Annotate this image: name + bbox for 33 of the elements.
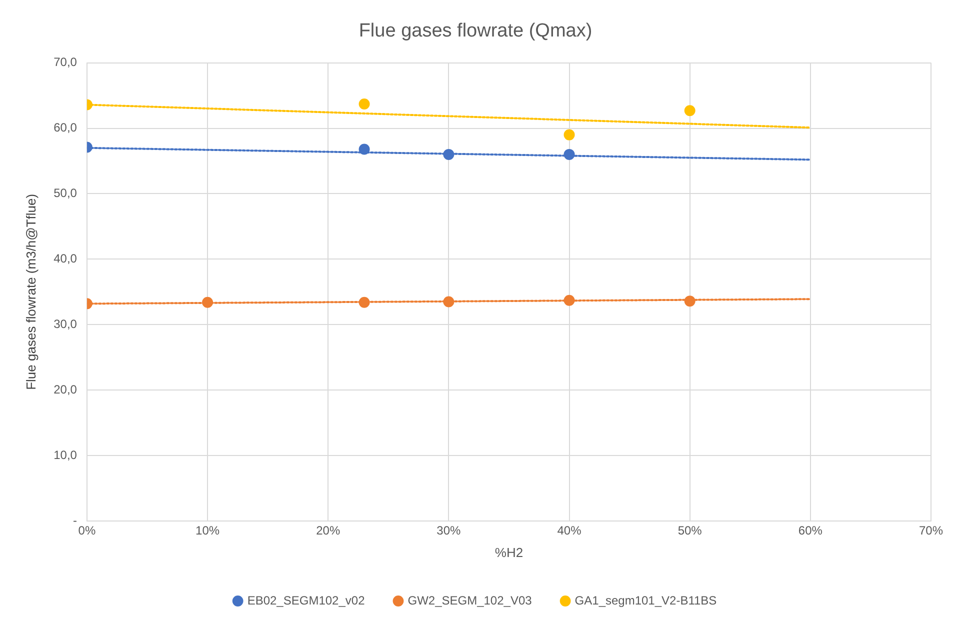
x-tick-label: 40%: [557, 524, 582, 538]
y-tick-label: 20,0: [54, 382, 78, 396]
point: [358, 98, 370, 110]
x-tick-label: 30%: [436, 524, 462, 538]
point: [443, 148, 454, 160]
point: [684, 296, 696, 307]
y-tick-label: 70,0: [54, 55, 78, 70]
x-axis-title: %H2: [494, 544, 524, 560]
legend-label: GA1_segm101_V2-B11BS: [574, 593, 717, 608]
y-tick-label: 40,0: [54, 251, 78, 266]
x-tick-label: 0%: [78, 524, 96, 538]
x-tick-label: 10%: [196, 524, 220, 538]
y-tick-label: 10,0: [54, 448, 78, 462]
y-tick-label: -: [72, 513, 77, 528]
point: [564, 148, 575, 160]
x-tick-label: 50%: [678, 524, 702, 538]
point: [202, 296, 214, 308]
y-tick-label: 60,0: [54, 120, 78, 135]
point: [564, 129, 575, 140]
y-tick-label: 30,0: [54, 316, 78, 331]
point: [358, 296, 370, 308]
y-axis-title: Flue gases flowrate (m3/h@Tflue): [23, 194, 38, 390]
chart-title: Flue gases flowrate (Qmax): [358, 20, 592, 42]
legend-label: EB02_SEGM102_v02: [247, 593, 366, 608]
point: [443, 296, 454, 308]
x-tick-label: 70%: [918, 524, 944, 538]
point: [358, 144, 370, 155]
x-tick-label: 20%: [316, 524, 340, 538]
legend-label: GW2_SEGM_102_V03: [408, 593, 532, 608]
x-tick-label: 60%: [798, 524, 823, 538]
point: [684, 105, 696, 116]
point: [564, 294, 575, 306]
y-tick-label: 50,0: [54, 186, 78, 200]
